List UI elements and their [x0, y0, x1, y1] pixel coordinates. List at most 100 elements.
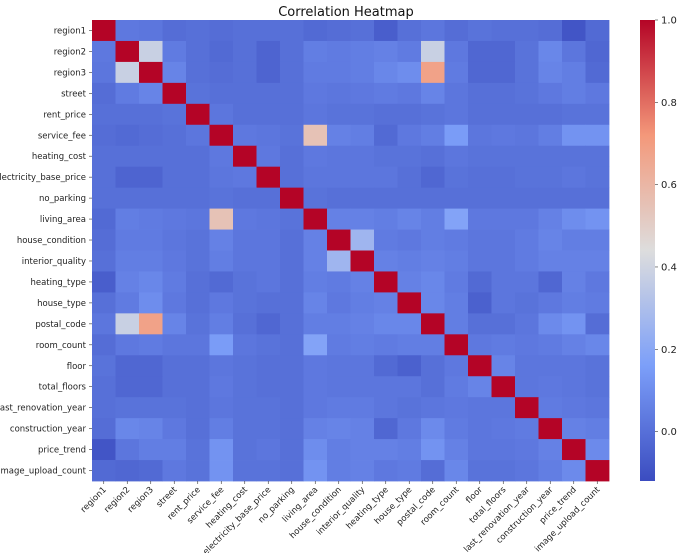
heatmap-cell-living_area-no_parking — [280, 208, 304, 230]
heatmap-cell-house_condition-house_type — [397, 229, 422, 251]
heatmap-cell-electricity_base_price-region2 — [115, 166, 140, 189]
heatmap-cell-room_count-postal_code — [421, 334, 445, 356]
y-tick-label-living_area: living_area — [40, 215, 86, 225]
y-tick-label-heating_cost: heating_cost — [32, 152, 87, 162]
heatmap-cell-house_condition-price_trend — [562, 229, 586, 251]
heatmap-cell-price_trend-electricity_base_price — [256, 439, 281, 461]
heatmap-cell-room_count-total_floors — [491, 334, 516, 356]
heatmap-cell-heating_cost-electricity_base_price — [256, 145, 281, 168]
heatmap-cell-region2-street — [162, 40, 187, 63]
heatmap-cell-image_upload_count-floor — [468, 460, 492, 482]
heatmap-cell-heating_cost-floor — [468, 145, 492, 168]
heatmap-cell-postal_code-total_floors — [491, 313, 516, 335]
heatmap-cell-street-total_floors — [491, 82, 516, 105]
heatmap-cell-house_type-house_condition — [327, 292, 351, 314]
heatmap-cell-region2-last_renovation_year — [515, 40, 539, 63]
heatmap-cell-house_condition-electricity_base_price — [256, 229, 281, 251]
heatmap-cell-last_renovation_year-region2 — [115, 397, 140, 419]
heatmap-cell-house_type-price_trend — [562, 292, 586, 314]
heatmap-cell-region2-service_fee — [209, 40, 234, 63]
heatmap-cell-electricity_base_price-heating_type — [374, 166, 398, 189]
heatmap-cell-electricity_base_price-rent_price — [186, 166, 210, 189]
heatmap-cell-heating_cost-image_upload_count — [585, 145, 610, 168]
heatmap-cell-interior_quality-construction_year — [538, 250, 563, 272]
heatmap-cell-electricity_base_price-construction_year — [538, 166, 563, 189]
heatmap-cell-heating_cost-total_floors — [491, 145, 516, 168]
heatmap-cell-rent_price-region2 — [115, 103, 140, 126]
heatmap-cell-region1-region1 — [92, 20, 116, 42]
heatmap-cell-postal_code-room_count — [444, 313, 469, 335]
heatmap-cell-no_parking-region3 — [139, 187, 163, 209]
heatmap-cell-interior_quality-living_area — [303, 250, 328, 272]
heatmap-cell-room_count-floor — [468, 334, 492, 356]
heatmap-cell-room_count-house_condition — [327, 334, 351, 356]
heatmap-cell-house_condition-interior_quality — [350, 229, 375, 251]
heatmap-cell-street-floor — [468, 82, 492, 105]
heatmap-cell-living_area-house_condition — [327, 208, 351, 230]
heatmap-cell-region2-region1 — [92, 40, 116, 63]
y-tick-label-price_trend: price_trend — [38, 446, 86, 456]
heatmap-cell-interior_quality-room_count — [444, 250, 469, 272]
heatmap-cell-postal_code-floor — [468, 313, 492, 335]
heatmap-cell-electricity_base_price-room_count — [444, 166, 469, 189]
heatmap-cell-rent_price-house_condition — [327, 103, 351, 126]
heatmap-cell-last_renovation_year-house_type — [397, 397, 422, 419]
heatmap-cell-interior_quality-street — [162, 250, 187, 272]
heatmap-cell-interior_quality-last_renovation_year — [515, 250, 539, 272]
heatmap-cell-interior_quality-heating_cost — [233, 250, 257, 272]
heatmap-cell-house_type-no_parking — [280, 292, 304, 314]
heatmap-cell-image_upload_count-image_upload_count — [585, 460, 610, 482]
heatmap-cell-construction_year-postal_code — [421, 418, 445, 440]
heatmap-cell-image_upload_count-region1 — [92, 460, 116, 482]
heatmap-cell-street-service_fee — [209, 82, 234, 105]
heatmap-cell-region3-electricity_base_price — [256, 61, 281, 84]
heatmap-cell-house_type-street — [162, 292, 187, 314]
heatmap-cell-living_area-region3 — [139, 208, 163, 230]
heatmap-cell-image_upload_count-postal_code — [421, 460, 445, 482]
heatmap-cell-image_upload_count-street — [162, 460, 187, 482]
heatmap-cell-street-street — [162, 82, 187, 105]
heatmap-cell-house_condition-image_upload_count — [585, 229, 610, 251]
heatmap-cell-street-heating_type — [374, 82, 398, 105]
heatmap-cell-house_type-region3 — [139, 292, 163, 314]
heatmap-cell-living_area-price_trend — [562, 208, 586, 230]
heatmap-cell-house_type-electricity_base_price — [256, 292, 281, 314]
heatmap-cell-interior_quality-region1 — [92, 250, 116, 272]
heatmap-cell-postal_code-region2 — [115, 313, 140, 335]
heatmap-cell-heating_type-heating_cost — [233, 271, 257, 293]
colorbar-ticks: 0.0 0.2 0.4 0.6 0.8 1.0 — [655, 16, 677, 438]
heatmap-cell-service_fee-heating_cost — [233, 124, 257, 147]
heatmap-cell-house_condition-region2 — [115, 229, 140, 251]
heatmap-cell-last_renovation_year-service_fee — [209, 397, 234, 419]
heatmap-cell-electricity_base_price-price_trend — [562, 166, 586, 189]
heatmap-cell-region1-construction_year — [538, 20, 563, 42]
heatmap-cell-heating_type-house_condition — [327, 271, 351, 293]
heatmap-cell-construction_year-service_fee — [209, 418, 234, 440]
colorbar-tick-label: 0.6 — [661, 180, 677, 191]
heatmap-cell-region2-region2 — [115, 40, 140, 63]
heatmap-cell-service_fee-house_type — [397, 124, 422, 147]
heatmap-cell-interior_quality-total_floors — [491, 250, 516, 272]
heatmap-cell-rent_price-living_area — [303, 103, 328, 126]
heatmap-cell-heating_cost-house_type — [397, 145, 422, 168]
heatmap-cell-heating_type-rent_price — [186, 271, 210, 293]
heatmap-cell-no_parking-living_area — [303, 187, 328, 209]
heatmap-cell-interior_quality-rent_price — [186, 250, 210, 272]
heatmap-cell-room_count-price_trend — [562, 334, 586, 356]
heatmap-cell-street-last_renovation_year — [515, 82, 539, 105]
heatmap-cell-house_condition-room_count — [444, 229, 469, 251]
heatmap-cell-heating_cost-interior_quality — [350, 145, 375, 168]
heatmap-cell-postal_code-no_parking — [280, 313, 304, 335]
heatmap-cell-last_renovation_year-rent_price — [186, 397, 210, 419]
heatmap-cell-price_trend-total_floors — [491, 439, 516, 461]
y-tick-label-no_parking: no_parking — [39, 194, 86, 204]
heatmap-cell-region1-electricity_base_price — [256, 20, 281, 42]
heatmap-cell-heating_type-image_upload_count — [585, 271, 610, 293]
heatmap-cell-floor-electricity_base_price — [256, 355, 281, 377]
heatmap-cell-region3-room_count — [444, 61, 469, 84]
y-tick-labels: region1 region2 region3 street rent_priceser… — [0, 26, 92, 477]
heatmap-cell-price_trend-room_count — [444, 439, 469, 461]
heatmap-cell-electricity_base_price-street — [162, 166, 187, 189]
heatmap-cell-postal_code-house_type — [397, 313, 422, 335]
heatmap-cell-floor-region2 — [115, 355, 140, 377]
